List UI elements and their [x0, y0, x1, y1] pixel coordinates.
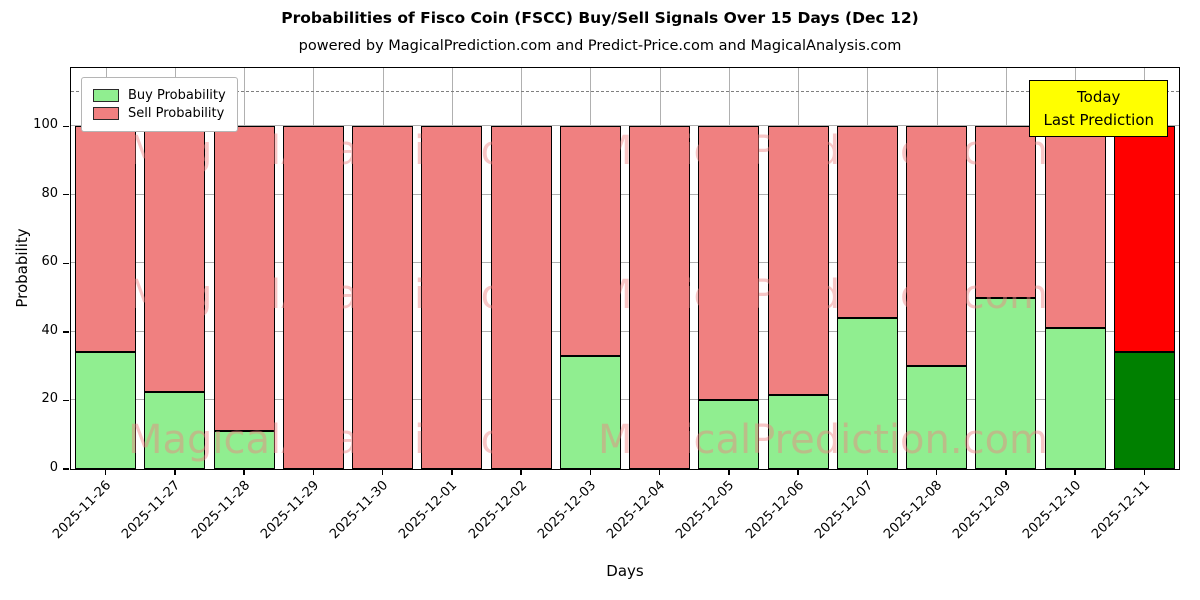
sell-bar-segment — [490, 126, 552, 469]
sell-bar-segment — [629, 126, 691, 469]
sell-bar-segment — [1113, 126, 1175, 353]
x-axis-label: Days — [606, 562, 644, 580]
x-tick-mark — [866, 470, 869, 475]
y-tick-mark — [63, 194, 69, 196]
x-tick-mark — [520, 470, 522, 475]
x-tick-mark — [312, 470, 315, 475]
sell-bar-segment — [421, 126, 483, 469]
buy-bar-segment — [144, 391, 206, 469]
h-gridline — [71, 330, 1179, 332]
x-tick-mark — [728, 470, 730, 475]
x-tick-label: 2025-12-10 — [1019, 478, 1084, 543]
x-tick-mark — [797, 470, 799, 475]
sell-bar-segment — [144, 126, 206, 392]
sell-bar-segment — [906, 126, 968, 367]
sell-bar-segment — [836, 126, 898, 319]
x-tick-mark — [935, 470, 938, 475]
x-tick-label: 2025-12-03 — [534, 478, 599, 543]
x-tick-mark — [658, 470, 661, 475]
buy-bar-segment — [975, 297, 1037, 469]
sell-bar-segment — [559, 126, 621, 356]
x-tick-label: 2025-11-28 — [188, 478, 253, 543]
x-tick-mark — [104, 470, 107, 475]
x-tick-label: 2025-12-01 — [396, 478, 461, 543]
plot-area — [70, 67, 1180, 470]
dashed-threshold-line — [71, 91, 1179, 92]
x-tick-label: 2025-12-06 — [742, 478, 807, 543]
sell-bar-segment — [698, 126, 760, 401]
today-annotation-line2: Last Prediction — [1043, 110, 1154, 129]
x-tick-label: 2025-11-30 — [327, 478, 392, 543]
x-tick-mark — [1074, 470, 1076, 475]
x-tick-label: 2025-11-27 — [119, 478, 184, 543]
x-tick-label: 2025-11-26 — [50, 478, 115, 543]
y-tick-label: 0 — [49, 460, 58, 475]
x-tick-label: 2025-12-05 — [673, 478, 738, 543]
buy-swatch-icon — [93, 89, 119, 102]
y-tick-label: 80 — [41, 185, 58, 201]
y-tick-mark — [63, 468, 69, 470]
y-tick-mark — [63, 399, 69, 402]
sell-bar-segment — [767, 126, 829, 396]
x-tick-mark — [589, 470, 592, 475]
buy-bar-segment — [767, 395, 829, 469]
buy-bar-segment — [836, 318, 898, 469]
x-tick-mark — [1005, 470, 1007, 475]
sell-bar-segment — [75, 126, 137, 353]
x-tick-mark — [451, 470, 453, 475]
legend-label-sell: Sell Probability — [128, 106, 225, 121]
y-tick-label: 20 — [41, 391, 58, 407]
y-tick-mark — [63, 125, 69, 127]
legend: Buy Probability Sell Probability — [81, 77, 238, 132]
buy-bar-segment — [906, 366, 968, 469]
y-tick-label: 40 — [41, 322, 58, 338]
y-tick-label: 100 — [33, 117, 58, 133]
y-tick-mark — [63, 262, 69, 264]
buy-bar-segment — [698, 400, 760, 469]
sell-bar-segment — [213, 126, 275, 432]
x-tick-label: 2025-12-07 — [811, 478, 876, 543]
h-gridline — [71, 399, 1179, 401]
x-tick-mark — [174, 470, 176, 475]
x-tick-label: 2025-12-04 — [604, 478, 669, 543]
x-tick-label: 2025-11-29 — [257, 478, 322, 543]
y-tick-label: 60 — [41, 254, 58, 270]
x-tick-mark — [381, 470, 384, 475]
y-tick-mark — [63, 331, 69, 333]
chart-subtitle: powered by MagicalPrediction.com and Pre… — [298, 38, 902, 54]
legend-item-sell: Sell Probability — [93, 106, 226, 121]
x-tick-label: 2025-12-02 — [465, 478, 530, 543]
sell-bar-segment — [352, 126, 414, 469]
chart-title: Probabilities of Fisco Coin (FSCC) Buy/S… — [281, 9, 919, 27]
buy-bar-segment — [559, 355, 621, 469]
x-tick-label: 2025-12-08 — [881, 478, 946, 543]
buy-bar-segment — [213, 431, 275, 469]
x-tick-mark — [1143, 470, 1146, 475]
x-tick-mark — [243, 470, 245, 475]
sell-bar-segment — [282, 126, 344, 469]
h-gridline — [71, 125, 1179, 127]
sell-swatch-icon — [93, 107, 119, 120]
sell-bar-segment — [975, 126, 1037, 298]
x-tick-label: 2025-12-09 — [950, 478, 1015, 543]
legend-label-buy: Buy Probability — [128, 88, 226, 103]
h-gridline — [71, 262, 1179, 264]
h-gridline — [71, 193, 1179, 195]
sell-bar-segment — [1044, 126, 1106, 329]
today-annotation-line1: Today — [1077, 88, 1121, 106]
today-annotation-box: Today Last Prediction — [1029, 80, 1168, 137]
buy-bar-segment — [75, 352, 137, 469]
x-tick-label: 2025-12-11 — [1088, 478, 1153, 543]
legend-item-buy: Buy Probability — [93, 88, 226, 103]
buy-bar-segment — [1113, 352, 1175, 469]
buy-bar-segment — [1044, 328, 1106, 469]
